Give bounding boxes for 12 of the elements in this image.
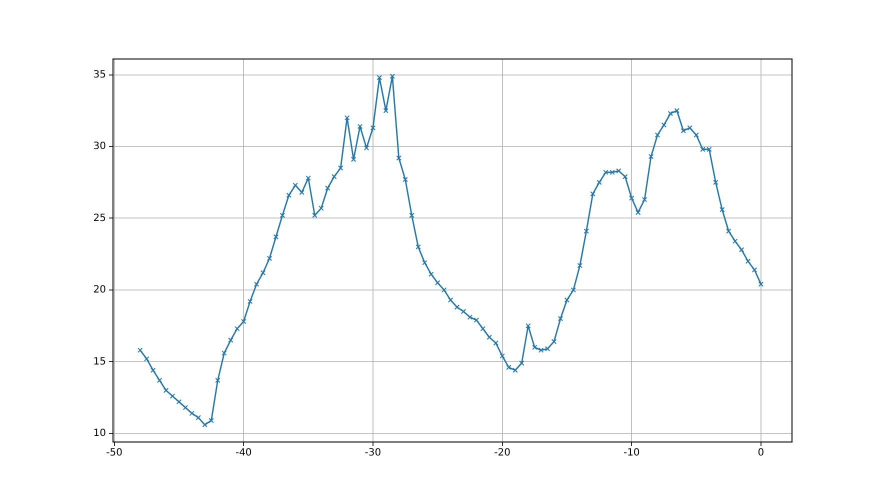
x-tick-label: -30 [364, 448, 382, 459]
x-tick-label: -10 [623, 448, 640, 459]
x-tick-label: -40 [235, 448, 252, 459]
x-tick-label: -20 [494, 448, 510, 459]
y-tick-label: 35 [93, 69, 106, 80]
y-tick-label: 10 [93, 428, 106, 439]
y-tick-label: 20 [93, 284, 106, 296]
y-tick-label: 30 [93, 141, 106, 152]
y-tick-label: 15 [93, 356, 106, 368]
x-tick-label: -50 [106, 448, 122, 459]
x-tick-label: 0 [758, 448, 764, 459]
y-tick-label: 25 [93, 212, 106, 224]
